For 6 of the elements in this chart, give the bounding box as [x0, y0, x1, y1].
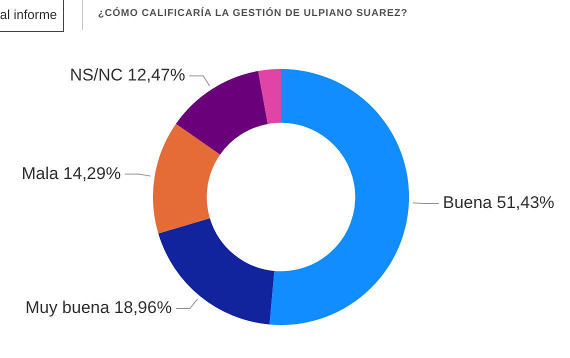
slice-label: Buena 51,43%	[442, 193, 554, 212]
slice-label: Muy buena 18,96%	[25, 298, 172, 318]
chart-title: ¿CÓMO CALIFICARÍA LA GESTIÓN DE ULPIANO SUAREZ?	[98, 8, 408, 19]
text: al informe	[0, 0, 64, 32]
slice-label: Mala 14,29%	[22, 164, 121, 183]
slice-label: NS/NC 12,47%	[70, 66, 186, 85]
